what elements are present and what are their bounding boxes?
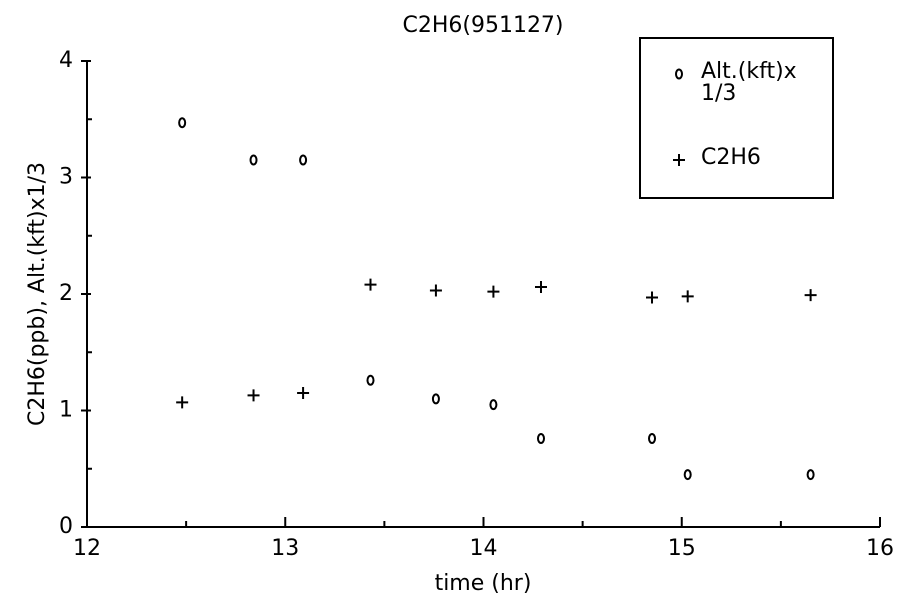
point: [364, 278, 377, 291]
point: [429, 284, 442, 297]
legend-label: Alt.(kft)x 1/3: [701, 59, 797, 106]
legend: Alt.(kft)x 1/3 C2H6: [639, 37, 834, 199]
x-tick-label: 13: [271, 536, 299, 561]
point: [806, 469, 815, 481]
point: [681, 290, 694, 303]
y-axis-label: C2H6(ppb), Alt.(kft)x1/3: [25, 162, 50, 426]
point: [536, 432, 545, 444]
y-tick-label: 3: [59, 165, 73, 190]
chart-title: C2H6(951127): [402, 13, 563, 38]
point: [487, 285, 500, 298]
point: [366, 374, 375, 386]
point: [431, 393, 440, 405]
legend-swatch: [675, 68, 683, 80]
point: [178, 117, 187, 129]
legend-item: C2H6: [641, 147, 826, 173]
x-tick-label: 12: [73, 536, 101, 561]
point: [683, 469, 692, 481]
point: [297, 387, 310, 400]
y-tick-label: 4: [59, 48, 73, 73]
point: [249, 154, 258, 166]
legend-item: Alt.(kft)x 1/3: [641, 61, 826, 105]
legend-swatch: [673, 154, 685, 166]
legend-label: C2H6: [701, 145, 761, 170]
point: [534, 281, 547, 294]
point: [489, 399, 498, 411]
point: [646, 291, 659, 304]
point: [804, 289, 817, 302]
point: [673, 154, 685, 166]
x-tick-label: 14: [470, 536, 498, 561]
x-tick-label: 16: [866, 536, 894, 561]
y-tick-label: 1: [59, 398, 73, 423]
point: [299, 154, 308, 166]
point: [675, 68, 683, 80]
y-tick-label: 2: [59, 281, 73, 306]
x-axis-label: time (hr): [435, 571, 532, 596]
point: [648, 432, 657, 444]
y-tick-label: 0: [59, 514, 73, 539]
point: [247, 389, 260, 402]
x-tick-label: 15: [668, 536, 696, 561]
point: [176, 396, 189, 409]
